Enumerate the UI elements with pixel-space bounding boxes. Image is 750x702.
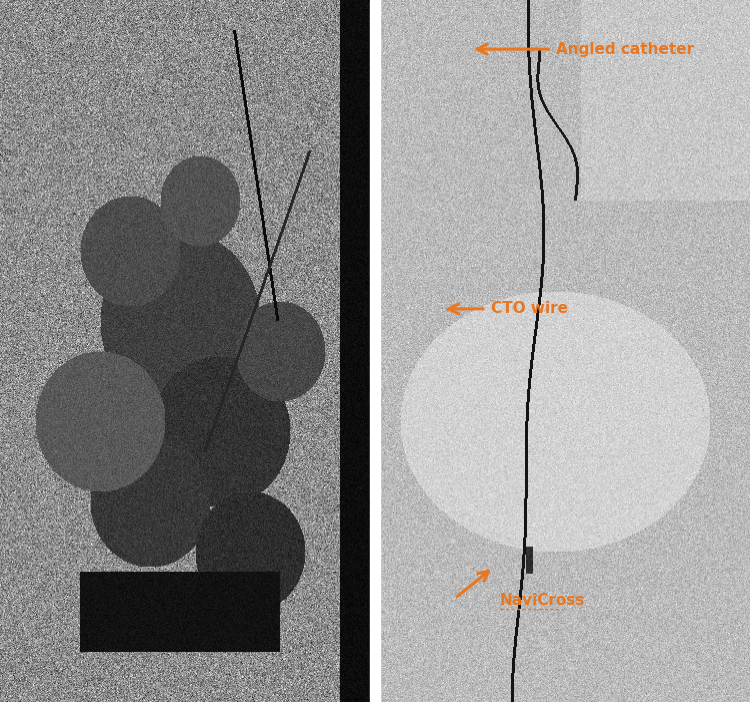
Text: CTO wire: CTO wire (491, 301, 568, 317)
Text: NaviCross: NaviCross (500, 592, 585, 608)
Text: Angled catheter: Angled catheter (556, 41, 694, 57)
